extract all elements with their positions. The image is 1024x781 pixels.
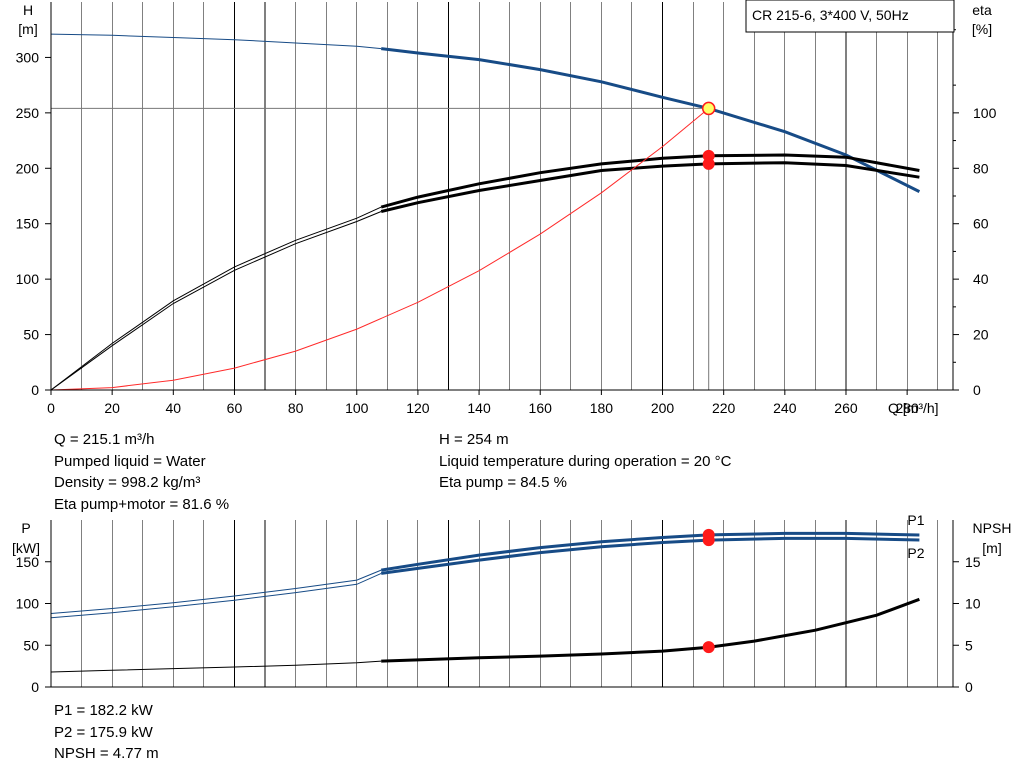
top-chart-grid bbox=[81, 2, 939, 390]
eta-pump-curve-thin bbox=[50, 206, 382, 391]
info-npsh: NPSH = 4.77 m bbox=[54, 745, 159, 763]
y-tick-label-left: 0 bbox=[31, 679, 39, 695]
info-pumped-liquid: Pumped liquid = Water bbox=[54, 452, 206, 470]
eta-pump-motor-curve-thick bbox=[380, 161, 920, 213]
operating-point-marker bbox=[701, 101, 716, 116]
y-tick-label-left: 150 bbox=[16, 554, 40, 570]
top-chart-curves bbox=[50, 33, 921, 391]
x-tick-label: 140 bbox=[467, 400, 491, 416]
y-tick-label-left: 200 bbox=[16, 160, 40, 176]
y-tick-label-right: 15 bbox=[965, 554, 981, 570]
x-tick-label: 260 bbox=[834, 400, 858, 416]
eta-pump-motor-curve-thin bbox=[50, 211, 382, 391]
x-tick-label: 40 bbox=[166, 400, 182, 416]
x-tick-label: 20 bbox=[104, 400, 120, 416]
y-axis-title-left: H bbox=[23, 2, 33, 18]
info-block-head: H = 254 m Liquid temperature during oper… bbox=[439, 429, 731, 494]
y-axis-title-right: NPSH bbox=[973, 520, 1012, 536]
p1-curve-thick bbox=[380, 531, 920, 572]
info-p1: P1 = 182.2 kW bbox=[54, 702, 153, 719]
y-tick-label-right: 0 bbox=[965, 679, 973, 695]
x-tick-label: 100 bbox=[345, 400, 369, 416]
y-tick-label-left: 100 bbox=[16, 271, 40, 287]
x-tick-label: 120 bbox=[406, 400, 430, 416]
npsh-curve-thick bbox=[381, 597, 920, 663]
bottom-chart-curves bbox=[50, 531, 920, 673]
y-axis-title-right: eta bbox=[972, 2, 992, 18]
p2-curve-thick bbox=[380, 536, 920, 575]
x-tick-label: 180 bbox=[590, 400, 614, 416]
efficiency-marker bbox=[702, 157, 715, 170]
y-tick-label-right: 10 bbox=[965, 596, 981, 612]
y-axis-title-left: P bbox=[21, 520, 30, 536]
y-tick-label-right: 40 bbox=[973, 271, 989, 287]
npsh-curve-thin bbox=[50, 660, 382, 673]
info-head: H = 254 m bbox=[439, 431, 509, 448]
info-block-operating: Q = 215.1 m³/h Pumped liquid = Water Den… bbox=[54, 429, 229, 516]
info-density: Density = 998.2 kg/m³ bbox=[54, 474, 201, 492]
p1-curve-thin bbox=[50, 569, 382, 614]
head-curve-thick bbox=[381, 47, 921, 193]
y-tick-label-left: 150 bbox=[16, 216, 40, 232]
info-eta-pump: Eta pump = 84.5 % bbox=[439, 474, 567, 492]
y-tick-label-left: 300 bbox=[16, 49, 40, 65]
y-axis-unit-left: [kW] bbox=[12, 540, 40, 556]
y-tick-label-right: 60 bbox=[973, 216, 989, 232]
info-liquid-temperature: Liquid temperature during operation = 20… bbox=[439, 452, 732, 470]
series-label-p2: P2 bbox=[907, 545, 924, 561]
info-p2: P2 = 175.9 kW bbox=[54, 723, 153, 741]
chart-markers bbox=[701, 101, 716, 654]
y-tick-label-left: 100 bbox=[16, 596, 40, 612]
series-label-p1: P1 bbox=[907, 512, 924, 528]
top-chart-axes bbox=[45, 2, 959, 395]
system-curve-curve bbox=[50, 108, 710, 391]
x-tick-label: 160 bbox=[529, 400, 553, 416]
head-curve-thin bbox=[50, 33, 382, 50]
info-block-power: P1 = 182.2 kW P2 = 175.9 kW NPSH = 4.77 … bbox=[54, 700, 159, 765]
x-tick-label: 240 bbox=[773, 400, 797, 416]
info-eta-pump-motor: Eta pump+motor = 81.6 % bbox=[54, 496, 230, 514]
y-tick-label-left: 0 bbox=[31, 382, 39, 398]
x-tick-label: 200 bbox=[651, 400, 675, 416]
power-marker bbox=[702, 534, 715, 547]
title-box bbox=[745, 0, 955, 33]
x-tick-label: 280 bbox=[895, 400, 919, 416]
power-marker bbox=[702, 641, 715, 654]
x-tick-label: 80 bbox=[288, 400, 304, 416]
chart-labels: 0 20 40 60 80 100 120 140 160 180 200 220 240 260 2800… bbox=[12, 2, 1011, 695]
x-tick-label: 0 bbox=[47, 400, 55, 416]
x-axis-title: Q [m³/h] bbox=[888, 400, 939, 416]
info-flow: Q = 215.1 m³/h bbox=[54, 431, 155, 448]
y-tick-label-left: 50 bbox=[23, 637, 39, 653]
y-tick-label-right: 100 bbox=[973, 105, 997, 121]
y-axis-unit-left: [m] bbox=[18, 21, 37, 37]
x-tick-label: 60 bbox=[227, 400, 243, 416]
bottom-chart-axes bbox=[45, 520, 959, 688]
y-tick-label-right: 5 bbox=[965, 637, 973, 653]
y-tick-label-right: 80 bbox=[973, 160, 989, 176]
bottom-chart-grid bbox=[81, 520, 939, 687]
x-tick-label: 220 bbox=[712, 400, 736, 416]
y-tick-label-left: 50 bbox=[23, 327, 39, 343]
chart-title: CR 215-6, 3*400 V, 50Hz bbox=[752, 7, 909, 23]
y-tick-label-right: 20 bbox=[973, 327, 989, 343]
p2-curve-thin bbox=[50, 572, 382, 619]
y-axis-unit-right: [m] bbox=[982, 540, 1001, 556]
y-tick-label-right: 0 bbox=[973, 382, 981, 398]
y-tick-label-left: 250 bbox=[16, 105, 40, 121]
eta-pump-curve-thick bbox=[380, 153, 920, 209]
y-axis-unit-right: [%] bbox=[972, 21, 992, 37]
